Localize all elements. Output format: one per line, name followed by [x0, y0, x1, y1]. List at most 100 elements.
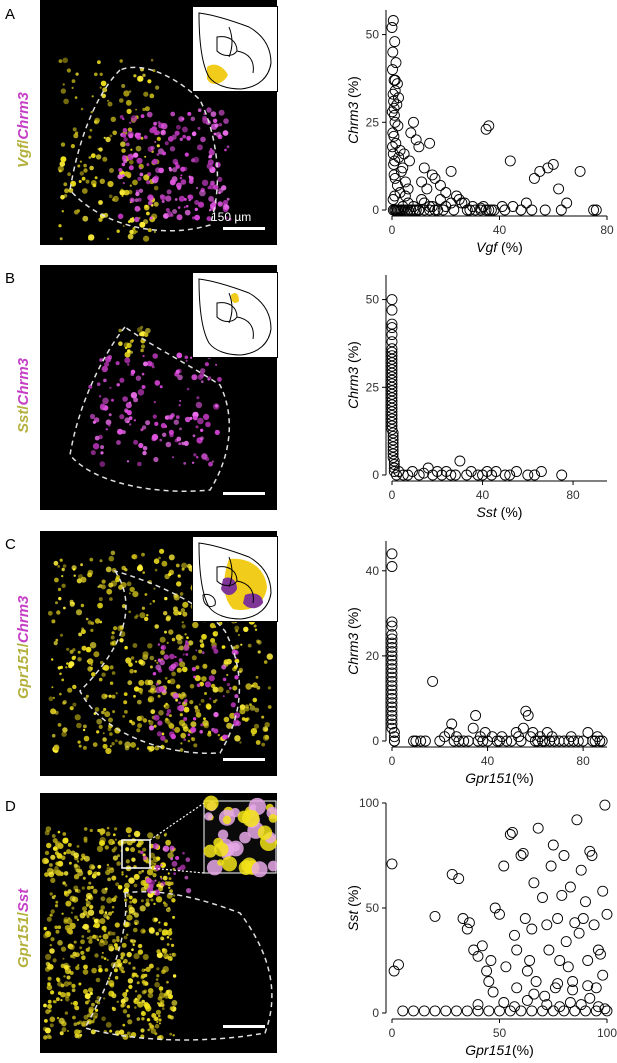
data-point — [386, 420, 398, 432]
data-point — [547, 1005, 559, 1017]
data-point — [386, 346, 398, 358]
data-point — [405, 204, 417, 216]
x-tick-label: 0 — [389, 488, 396, 502]
data-point — [424, 204, 436, 216]
data-point — [509, 929, 520, 941]
x-tick-label: 40 — [493, 223, 507, 237]
panel-letter-b: B — [5, 270, 16, 287]
data-point — [397, 469, 409, 481]
x-axis-label-gene: Gpr151 — [465, 1042, 512, 1058]
data-point — [468, 944, 480, 956]
data-point — [386, 658, 398, 670]
data-point — [494, 1005, 505, 1017]
y-tick-label: 50 — [366, 293, 380, 307]
data-point — [456, 197, 468, 209]
data-point — [558, 1005, 570, 1017]
data-point — [577, 913, 589, 924]
scatter-chart: 0 50 100 0 50 100 Gpr151(%) Sst (%) — [340, 793, 617, 1058]
micrograph-image — [42, 795, 277, 1041]
data-point — [483, 204, 495, 216]
data-point — [480, 123, 492, 135]
data-point — [504, 469, 516, 481]
y-axis-label: Chrm3 (%) — [345, 341, 361, 409]
data-point — [558, 850, 570, 861]
panel-letter-d: D — [5, 798, 16, 815]
stain-gene-2: Chrm3 — [15, 595, 32, 643]
data-point — [440, 187, 452, 198]
data-point — [580, 1005, 591, 1017]
data-point — [387, 15, 399, 26]
data-point — [599, 799, 611, 811]
data-point — [393, 151, 405, 163]
data-point — [469, 204, 481, 216]
data-point — [387, 64, 398, 76]
data-point — [522, 710, 534, 721]
data-point — [410, 204, 422, 216]
x-axis-label-unit: (%) — [497, 239, 523, 255]
data-point — [416, 176, 428, 188]
y-axis-label-unit: (%) — [345, 341, 361, 367]
y-tick-label: 0 — [372, 1006, 379, 1020]
data-point — [386, 367, 398, 379]
data-point — [386, 718, 398, 730]
data-point — [590, 982, 602, 994]
data-point — [528, 877, 540, 889]
panel-letter-c: C — [5, 536, 16, 553]
scatter-chart: 0 40 80 0 25 50 Sst (%) Chrm3 (%) — [340, 265, 617, 527]
scale-bar — [223, 1025, 265, 1028]
data-point — [519, 913, 531, 924]
data-point — [399, 190, 411, 202]
data-point — [429, 204, 441, 216]
data-point — [405, 127, 417, 139]
x-axis-label-gene: Sst — [477, 504, 498, 520]
data-point — [386, 392, 398, 404]
data-point — [386, 688, 398, 700]
stain-gene-1: Sst — [15, 409, 32, 433]
data-point — [483, 976, 495, 987]
data-point — [522, 469, 534, 481]
scale-bar-label: 150 µm — [211, 210, 252, 224]
data-point — [541, 919, 553, 931]
scale-bar — [223, 492, 265, 495]
data-point — [391, 78, 403, 90]
data-point — [386, 336, 398, 348]
data-point — [394, 144, 406, 156]
data-point — [543, 944, 555, 956]
data-point — [402, 197, 414, 209]
data-point — [427, 675, 439, 687]
data-point — [526, 923, 538, 935]
data-point — [408, 735, 419, 747]
data-point — [445, 469, 457, 481]
data-point — [394, 187, 406, 198]
data-point — [388, 455, 400, 467]
data-point — [386, 416, 398, 428]
y-tick-label: 40 — [366, 564, 380, 578]
y-tick-label: 25 — [366, 380, 380, 394]
data-point — [399, 204, 411, 216]
data-point — [386, 343, 398, 355]
data-point — [386, 395, 398, 407]
micrograph — [40, 793, 277, 1053]
data-point — [386, 318, 398, 330]
data-point — [386, 413, 398, 425]
data-point — [386, 701, 398, 713]
data-point — [580, 896, 591, 908]
data-point — [386, 353, 398, 365]
data-point — [388, 130, 400, 142]
data-point — [397, 1005, 409, 1017]
data-point — [410, 134, 422, 146]
data-point — [416, 194, 428, 205]
data-point — [573, 927, 585, 939]
data-point — [552, 978, 564, 990]
y-axis-label-gene: Sst — [345, 910, 361, 931]
y-tick-label: 100 — [359, 796, 379, 810]
data-point — [397, 204, 409, 216]
data-point — [564, 881, 576, 893]
data-point — [388, 735, 400, 747]
data-point — [389, 85, 401, 97]
data-point — [386, 329, 398, 341]
atlas-inset — [192, 272, 278, 358]
y-axis-label-unit: (%) — [345, 885, 361, 911]
